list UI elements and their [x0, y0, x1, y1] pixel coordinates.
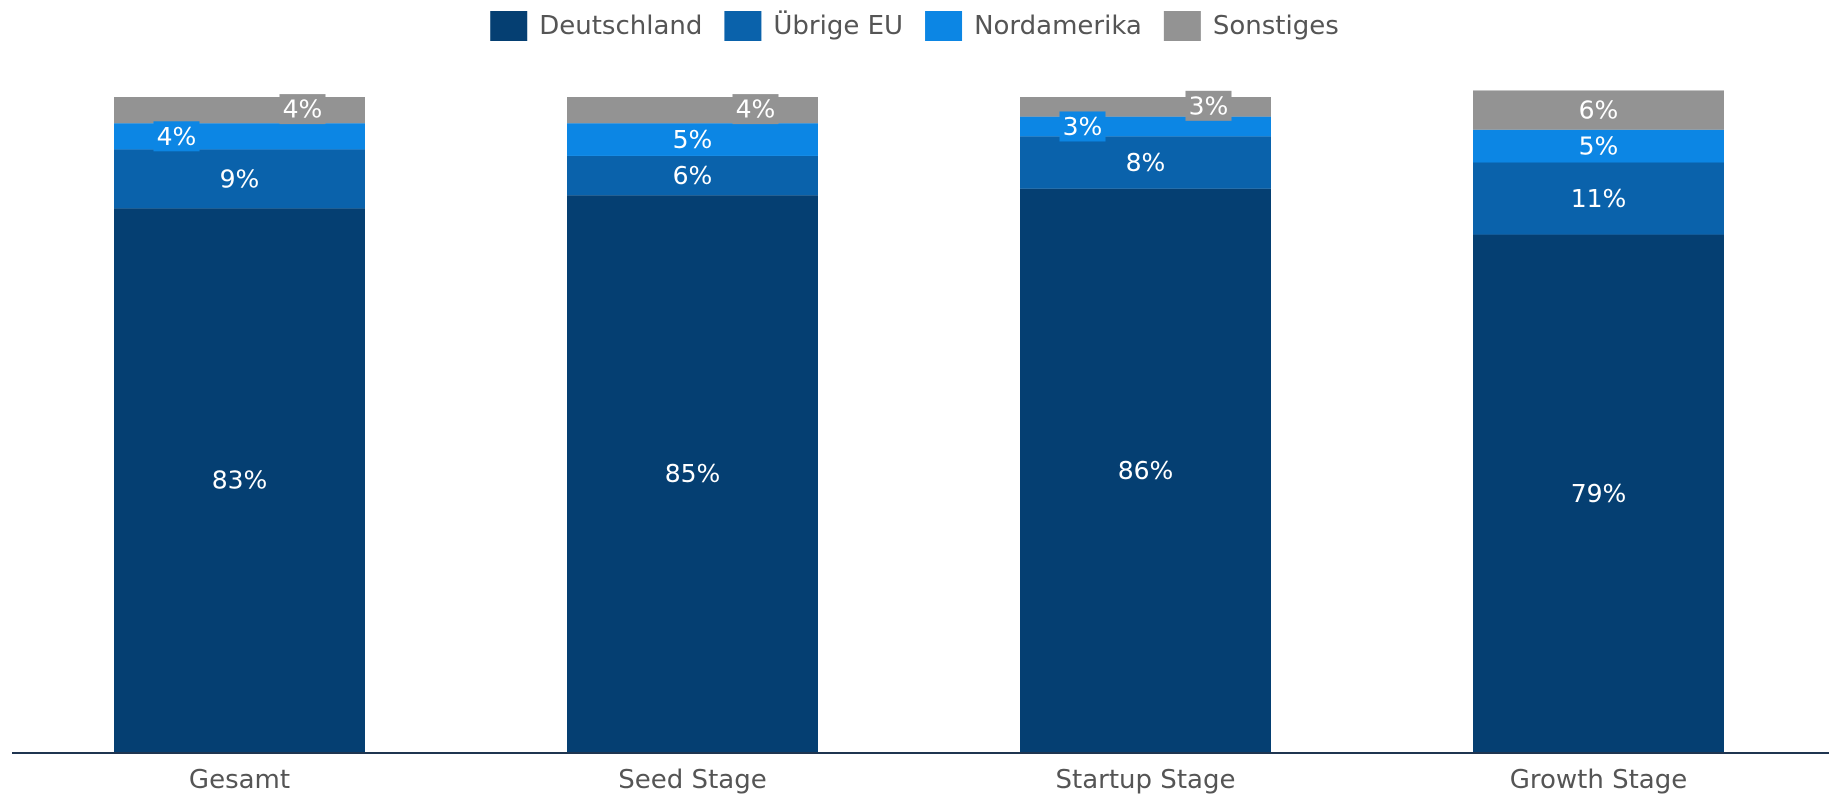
bar-gesamt-sonstiges	[114, 97, 365, 124]
data-label-growth-stage-nordamerika: 5%	[1579, 132, 1619, 161]
legend-label-sonstiges: Sonstiges	[1213, 11, 1339, 41]
data-label-bg-gesamt-nordamerika	[153, 121, 200, 152]
data-label-startup-stage-deutschland: 86%	[1118, 456, 1174, 485]
legend-label-ubrige-eu: Übrige EU	[773, 9, 903, 41]
bar-growth-stage-nordamerika	[1473, 129, 1724, 163]
bar-growth-stage-ubrige-eu	[1473, 162, 1724, 235]
data-label-seed-stage-nordamerika: 5%	[673, 125, 713, 154]
bar-growth-stage-deutschland	[1473, 234, 1724, 753]
data-label-growth-stage-sonstiges: 6%	[1579, 96, 1619, 125]
bar-startup-stage-nordamerika	[1020, 116, 1271, 137]
data-label-bg-startup-stage-sonstiges	[1185, 90, 1232, 121]
data-label-seed-stage-sonstiges: 4%	[736, 95, 776, 124]
data-label-growth-stage-deutschland: 79%	[1571, 479, 1627, 508]
legend-swatch-ubrige-eu	[724, 11, 762, 41]
legend-swatch-sonstiges	[1163, 11, 1201, 41]
bar-gesamt-deutschland	[114, 208, 365, 753]
data-label-gesamt-nordamerika: 4%	[157, 122, 197, 151]
data-label-startup-stage-nordamerika: 3%	[1063, 112, 1103, 141]
x-tick-label-gesamt: Gesamt	[189, 765, 290, 795]
x-tick-label-seed-stage: Seed Stage	[618, 765, 766, 795]
data-label-startup-stage-ubrige-eu: 8%	[1126, 148, 1166, 177]
data-label-bg-gesamt-sonstiges	[279, 94, 326, 125]
bar-startup-stage-ubrige-eu	[1020, 136, 1271, 189]
data-label-gesamt-deutschland: 83%	[212, 466, 268, 495]
data-label-seed-stage-ubrige-eu: 6%	[673, 161, 713, 190]
x-axis-tick-labels: Gesamt Seed Stage Startup Stage Growth Stag…	[189, 765, 1687, 795]
legend-swatch-deutschland	[490, 11, 528, 41]
legend-label-deutschland: Deutschland	[539, 11, 702, 41]
bar-gesamt-ubrige-eu	[114, 149, 365, 209]
bar-seed-stage-sonstiges	[567, 97, 818, 124]
x-tick-label-growth-stage: Growth Stage	[1510, 765, 1688, 795]
data-label-growth-stage-ubrige-eu: 11%	[1571, 184, 1627, 213]
bar-startup-stage-deutschland	[1020, 188, 1271, 752]
bar-seed-stage-nordamerika	[567, 123, 818, 156]
data-label-seed-stage-deutschland: 85%	[665, 459, 721, 488]
data-label-bg-startup-stage-nordamerika	[1059, 111, 1106, 142]
bar-seed-stage-deutschland	[567, 195, 818, 752]
bar-growth-stage-sonstiges	[1473, 90, 1724, 130]
bar-gesamt-nordamerika	[114, 123, 365, 150]
x-tick-label-startup-stage: Startup Stage	[1056, 765, 1236, 795]
data-label-bg-seed-stage-sonstiges	[732, 94, 779, 125]
data-label-gesamt-sonstiges: 4%	[283, 95, 323, 124]
bar-seed-stage-ubrige-eu	[567, 155, 818, 196]
bar-startup-stage-sonstiges	[1020, 97, 1271, 117]
legend: Deutschland Übrige EU Nordamerika Sonstiges	[490, 9, 1339, 41]
legend-swatch-nordamerika	[925, 11, 963, 41]
legend-label-nordamerika: Nordamerika	[974, 11, 1142, 41]
data-label-startup-stage-sonstiges: 3%	[1189, 91, 1229, 120]
plot-area: 83% 9% 4% 4% 85% 6% 5% 4% 86% 8% 3% 3% 79% 11% 5% 6%	[114, 90, 1724, 753]
data-label-gesamt-ubrige-eu: 9%	[220, 164, 260, 193]
